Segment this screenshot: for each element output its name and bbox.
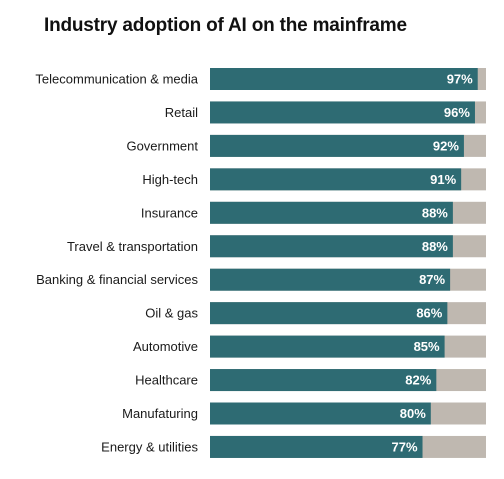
bar-row: Automotive 85% [133, 335, 486, 358]
bar-row: High-tech 91% [142, 168, 486, 191]
bar-value [210, 435, 423, 458]
value-label: 77% [391, 439, 417, 454]
bar-value [210, 302, 448, 325]
value-label: 97% [447, 72, 473, 87]
bar-value [210, 201, 453, 224]
bar-value [210, 168, 462, 191]
bar-row: Travel & transportation 88% [67, 235, 486, 258]
category-label: Telecommunication & media [35, 72, 198, 87]
value-label: 92% [433, 138, 459, 153]
bar-value [210, 68, 478, 90]
chart-title: Industry adoption of AI on the mainframe [44, 15, 407, 36]
value-label: 87% [419, 272, 445, 287]
category-label: Travel & transportation [67, 239, 198, 254]
value-label: 80% [400, 406, 426, 421]
value-label: 85% [414, 339, 440, 354]
bar-row: Insurance 88% [141, 201, 486, 224]
category-label: Automotive [133, 339, 198, 354]
bar-row: Oil & gas 86% [145, 302, 486, 325]
value-label: 86% [416, 306, 442, 321]
bar-value [210, 268, 451, 291]
value-label: 88% [422, 205, 448, 220]
category-label: Insurance [141, 205, 198, 220]
value-label: 96% [444, 105, 470, 120]
category-label: Oil & gas [145, 306, 198, 321]
bar-row: Retail 96% [165, 101, 486, 124]
bar-value [210, 402, 431, 425]
category-label: Healthcare [135, 373, 198, 388]
category-label: Manufaturing [122, 406, 198, 421]
bar-value [210, 335, 445, 358]
category-label: Energy & utilities [101, 439, 198, 454]
bar-row: Manufaturing 80% [122, 402, 486, 425]
category-label: Banking & financial services [36, 272, 198, 287]
bar-value [210, 101, 475, 124]
category-label: High-tech [142, 172, 198, 187]
category-label: Retail [165, 105, 198, 120]
bar-row: Telecommunication & media 97% [35, 68, 486, 90]
category-label: Government [126, 138, 198, 153]
bar-row: Energy & utilities 77% [101, 435, 486, 458]
bar-value [210, 235, 453, 258]
bar-value [210, 134, 464, 157]
value-label: 91% [430, 172, 456, 187]
value-label: 88% [422, 239, 448, 254]
bar-value [210, 369, 437, 392]
bar-row: Banking & financial services 87% [36, 268, 486, 291]
bar-row: Healthcare 82% [135, 369, 486, 392]
bar-row: Government 92% [126, 134, 486, 157]
value-label: 82% [405, 373, 431, 388]
